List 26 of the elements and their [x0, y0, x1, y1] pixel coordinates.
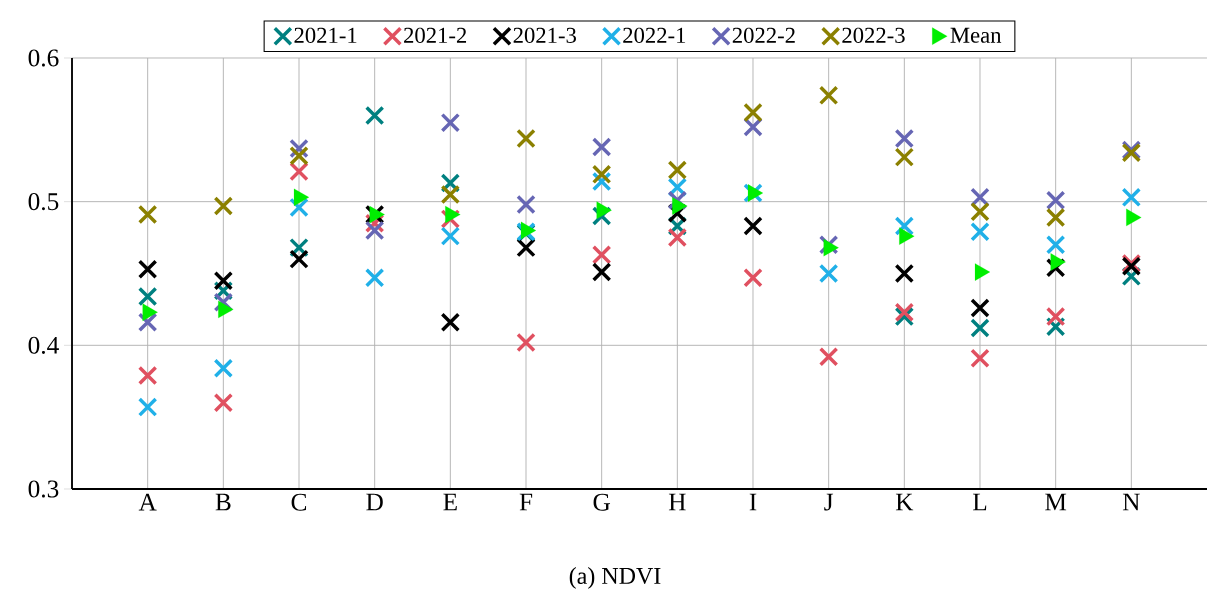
x-tick-label: C — [291, 493, 307, 511]
legend-label: 2021-3 — [513, 27, 576, 43]
legend-label: 2022-2 — [732, 27, 795, 43]
y-tick-label: 0.6 — [28, 49, 59, 67]
legend-label: 2021-2 — [404, 27, 467, 43]
x-tick-label: L — [972, 493, 987, 511]
x-tick-label: F — [519, 493, 533, 511]
legend-label: 2021-1 — [294, 27, 357, 43]
x-tick-label: I — [749, 493, 757, 511]
y-tick-label: 0.4 — [28, 336, 59, 354]
x-tick-label: J — [824, 493, 834, 511]
x-tick-label: M — [1045, 493, 1067, 511]
x-tick-label: D — [366, 493, 383, 511]
x-tick-label: A — [138, 493, 157, 511]
y-tick-label: 0.3 — [28, 480, 59, 498]
legend-label: 2022-3 — [842, 27, 905, 43]
x-tick-label: G — [593, 493, 611, 511]
text: (a) NDVI — [569, 567, 661, 589]
x-tick-label: H — [668, 493, 686, 511]
x-tick-label: N — [1122, 493, 1140, 511]
legend-label: 2022-1 — [623, 27, 686, 43]
x-tick-label: E — [443, 493, 457, 511]
x-tick-label: B — [215, 493, 231, 511]
x-tick-label: K — [895, 493, 914, 511]
legend-label: Mean — [950, 27, 1002, 43]
y-tick-label: 0.5 — [28, 193, 59, 211]
